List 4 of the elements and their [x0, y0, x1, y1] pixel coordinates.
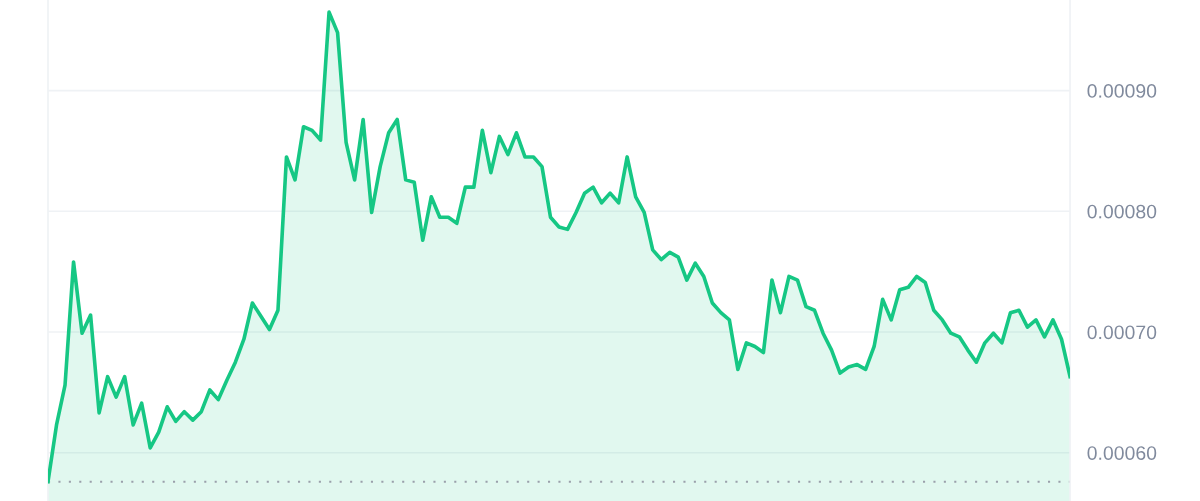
y-tick-label: 0.00070 — [1087, 325, 1157, 340]
y-tick-label: 0.00090 — [1087, 84, 1157, 98]
y-tick-label: 0.00080 — [1087, 204, 1157, 219]
y-tick-label: 0.00060 — [1087, 446, 1157, 460]
